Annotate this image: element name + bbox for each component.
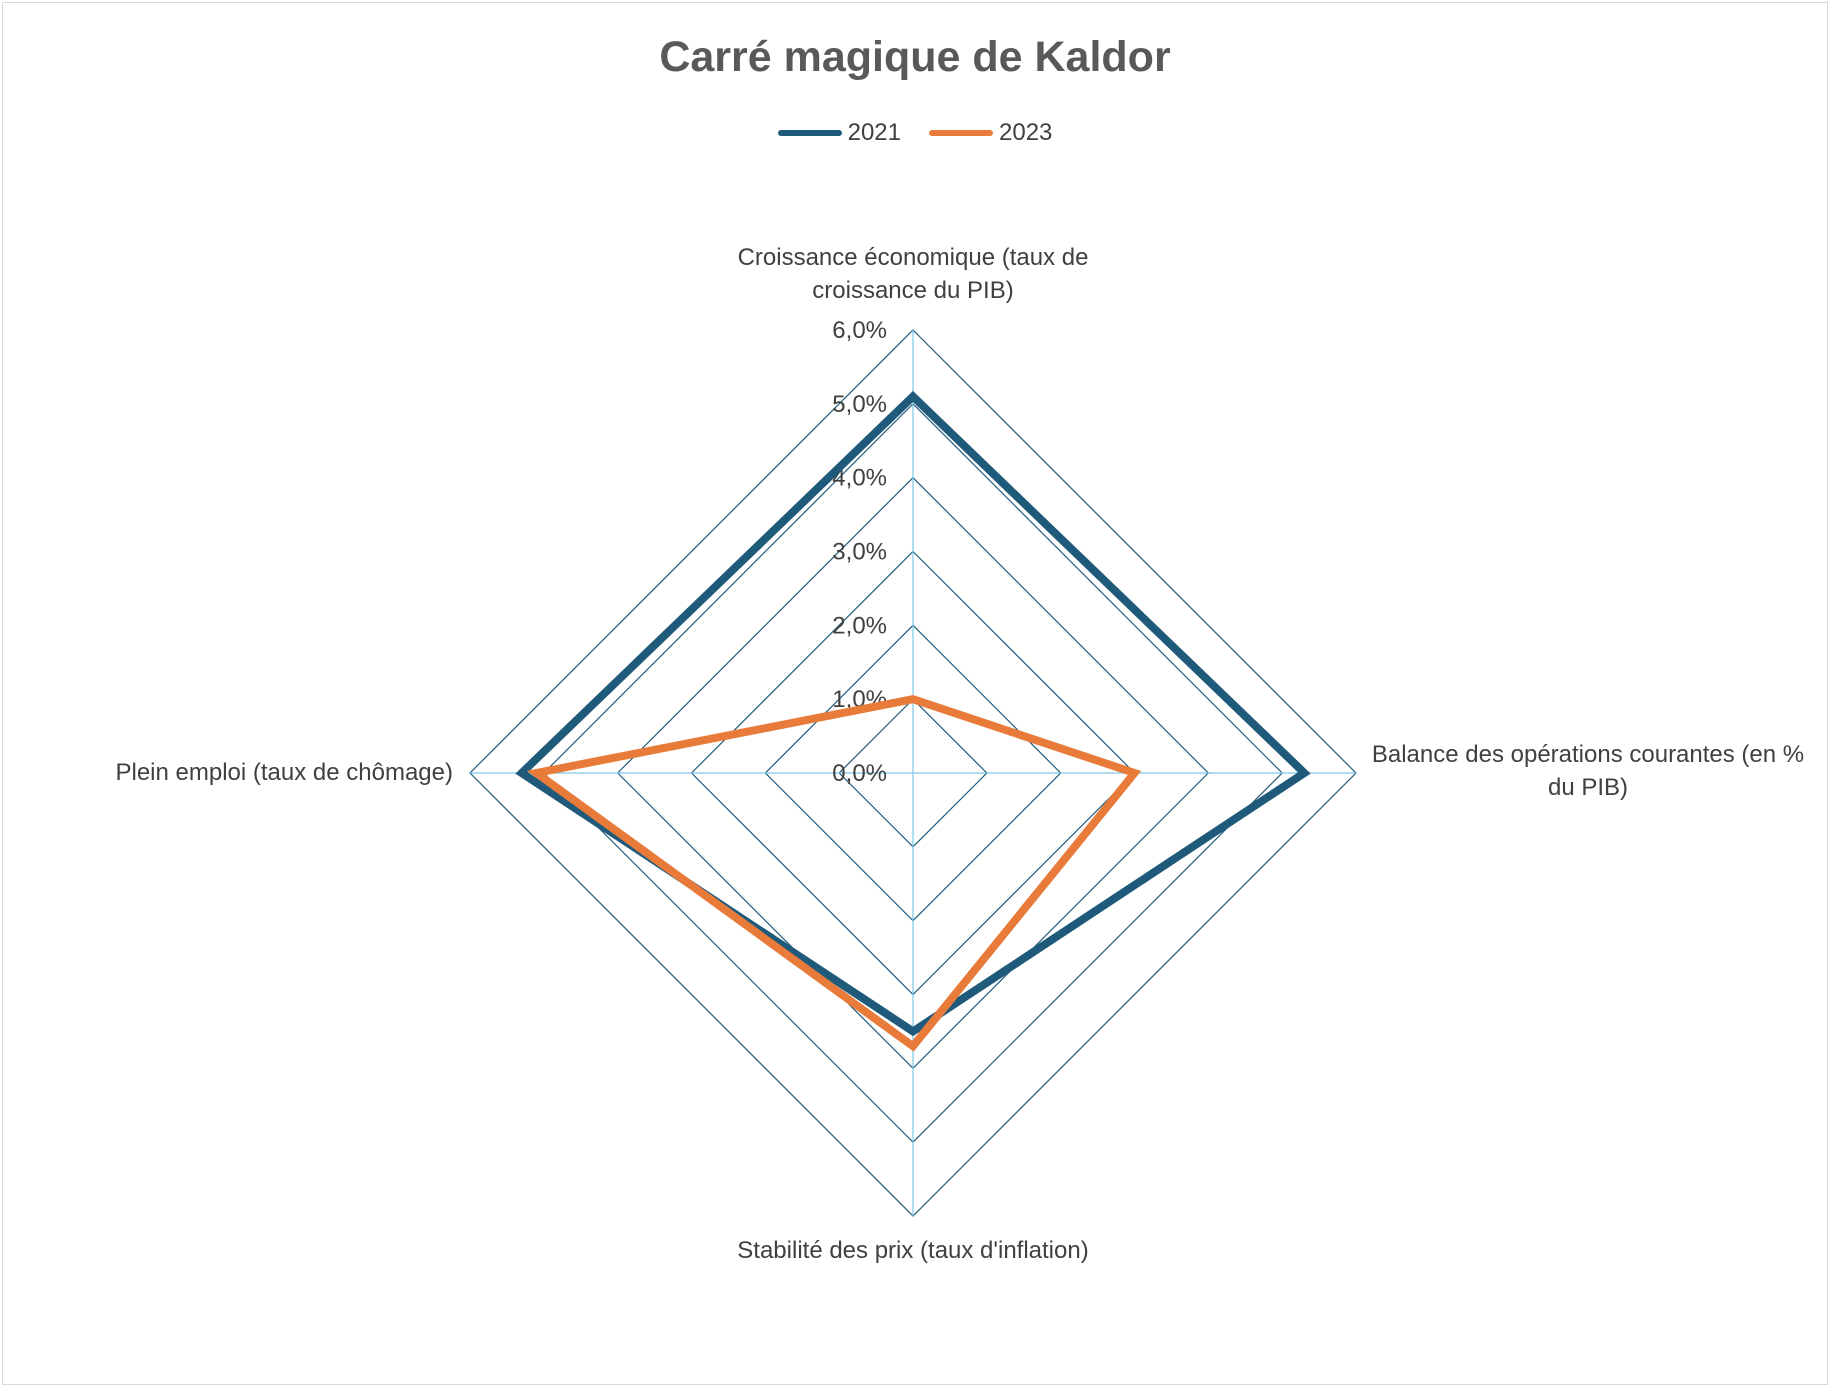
series-line-2021 — [515, 390, 1311, 1037]
tick-label: 3,0% — [832, 539, 887, 566]
legend-item-2021: 2021 — [777, 119, 901, 147]
tick-label: 2,0% — [832, 612, 887, 639]
axis-label: croissance du PIB) — [812, 277, 1013, 304]
chart-title: Carré magique de Kaldor — [659, 33, 1171, 81]
axis-label: Croissance économique (taux de — [738, 244, 1089, 271]
legend-swatch-2021 — [777, 130, 842, 136]
legend-label-2021: 2021 — [847, 119, 901, 146]
axis-label: Plein emploi (taux de chômage) — [115, 759, 453, 786]
series-line-2023 — [526, 695, 1142, 1052]
legend-label-2023: 2023 — [999, 119, 1053, 146]
legend-swatch-2023 — [929, 130, 993, 136]
tick-label: 0,0% — [832, 760, 887, 787]
legend: 2021 2023 — [3, 119, 1827, 147]
axis-label: Stabilité des prix (taux d'inflation) — [737, 1237, 1088, 1264]
legend-item-2023: 2023 — [929, 119, 1052, 147]
axis-label: Balance des opérations courantes (en % — [1372, 741, 1804, 768]
tick-label: 5,0% — [832, 391, 887, 418]
tick-label: 6,0% — [832, 317, 887, 344]
axis-label: du PIB) — [1548, 774, 1628, 801]
